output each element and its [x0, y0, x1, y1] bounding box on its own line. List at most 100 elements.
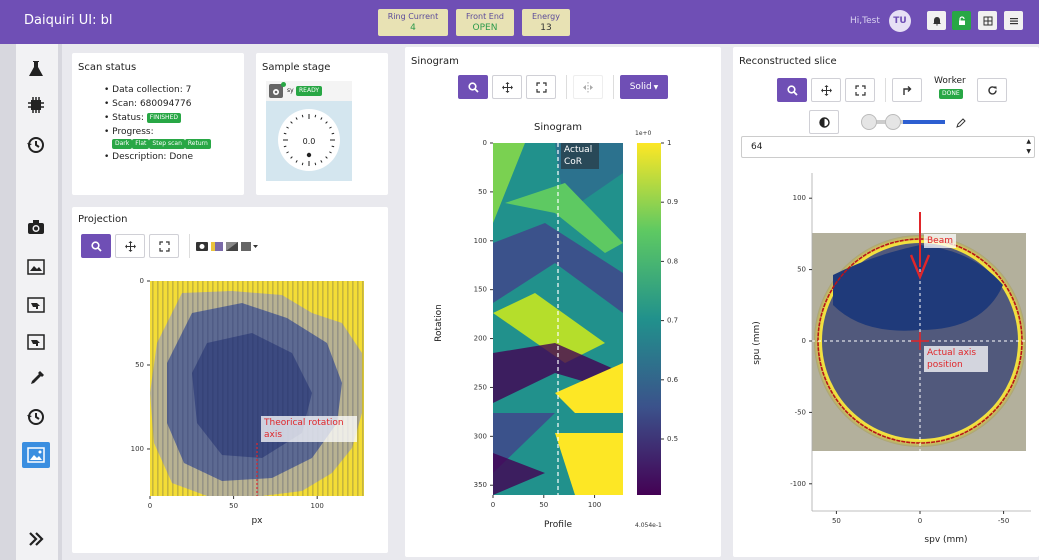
x-tick-label: 0 — [148, 502, 152, 510]
ring-current-value: 4 — [410, 23, 416, 33]
dial-tick — [283, 145, 287, 148]
edit-range-button[interactable] — [955, 114, 967, 133]
slider-range — [903, 120, 945, 124]
reset-zoom-button[interactable] — [149, 234, 179, 258]
sidebar-item-pipette[interactable] — [22, 366, 50, 392]
panel-title: Reconstructed slice — [739, 56, 837, 67]
slider-handle-max[interactable] — [885, 114, 901, 130]
expand-icon — [535, 81, 547, 93]
dial-tick — [290, 121, 293, 124]
avatar[interactable]: TU — [889, 10, 911, 32]
ring-current-indicator: Ring Current 4 — [378, 9, 448, 36]
sidebar-item-tomo-view[interactable] — [22, 292, 50, 318]
dial-tick — [329, 126, 332, 129]
motor-settings-button[interactable] — [269, 84, 283, 98]
chevron-down-icon: ▼ — [653, 83, 659, 91]
refresh-button[interactable] — [977, 78, 1007, 102]
data-collection-text: Data collection: 7 — [112, 85, 192, 95]
slider-handle-min[interactable] — [861, 114, 877, 130]
line-style-dropdown[interactable]: Solid ▼ — [620, 75, 668, 99]
dial-tick — [331, 132, 335, 135]
colormap-dropdown[interactable] — [196, 234, 258, 258]
sidebar-item-history[interactable] — [22, 132, 50, 158]
list-item: • Status: FINISHED — [104, 111, 211, 125]
x-tick-label: 0 — [918, 517, 922, 525]
sidebar-item-sample-view[interactable] — [22, 254, 50, 280]
progress-label: Progress: — [112, 127, 154, 137]
rotation-dial[interactable] — [274, 105, 344, 175]
move-icon — [124, 240, 136, 252]
ring-current-label: Ring Current — [387, 12, 439, 21]
camera-icon — [28, 220, 44, 234]
sidebar-item-experiment[interactable] — [22, 56, 50, 82]
progress-step: Return — [184, 139, 211, 149]
move-icon — [501, 81, 513, 93]
progress-step: Dark — [112, 139, 133, 149]
pan-button[interactable] — [811, 78, 841, 102]
turn-arrow-icon — [902, 85, 911, 95]
split-arrows-icon — [583, 81, 593, 93]
pencil-icon — [956, 118, 966, 128]
dial-tick — [331, 145, 335, 148]
contrast-button[interactable] — [809, 110, 839, 134]
pan-button[interactable] — [115, 234, 145, 258]
sinogram-panel: Sinogram Solid ▼ Sinogram — [405, 47, 721, 557]
dial-tick — [314, 162, 317, 166]
reconstruction-plot[interactable]: 50 0 -50 100 50 0 -50 -100 spv (mm) spu (mm) — [733, 165, 1039, 557]
range-slider[interactable] — [855, 113, 947, 131]
sidebar-item-image-viewer[interactable] — [22, 442, 50, 468]
chip-icon — [28, 97, 44, 113]
sidebar-item-hardware[interactable] — [22, 92, 50, 118]
move-icon — [820, 84, 832, 96]
zoom-button[interactable] — [777, 78, 807, 102]
notifications-button[interactable] — [927, 11, 946, 30]
sinogram-plot[interactable]: Sinogram 0 50 100 0 50 100 150 200 250 300 350 1 0.… — [405, 113, 721, 557]
double-chevron-right-icon — [29, 532, 44, 546]
y-tick-label: 100 — [474, 237, 487, 245]
energy-value: 13 — [540, 23, 552, 33]
x-tick-label: 100 — [588, 501, 601, 509]
lock-button[interactable] — [952, 11, 971, 30]
worker-label: Worker — [934, 76, 966, 86]
y-tick-label: 200 — [474, 335, 487, 343]
rotation-axis-annotation: Theorical rotation axis — [261, 416, 357, 442]
list-item: • Data collection: 7 — [104, 85, 192, 95]
reset-zoom-button[interactable] — [526, 75, 556, 99]
colorbar-tick-label: 0.7 — [667, 317, 678, 325]
spinner-icon[interactable]: ▲ ▼ — [1026, 138, 1031, 155]
lock-icon — [958, 15, 965, 25]
y-tick-label: 50 — [797, 266, 806, 274]
dial-tick — [295, 117, 298, 120]
pan-button[interactable] — [492, 75, 522, 99]
colorbar-exponent: 1e+0 — [635, 130, 652, 137]
axis-position-annotation: Actual axis position — [924, 346, 988, 372]
panel-title: Sample stage — [262, 62, 331, 73]
sidebar-expand-button[interactable] — [22, 526, 50, 552]
zoom-button[interactable] — [81, 234, 111, 258]
layout-button[interactable] — [978, 11, 997, 30]
sidebar-item-history-2[interactable] — [22, 404, 50, 430]
bell-icon — [933, 16, 940, 25]
slice-index-input[interactable]: 64 ▲ ▼ — [741, 136, 1035, 158]
flip-button[interactable] — [892, 78, 922, 102]
dial-tick — [286, 126, 289, 129]
menu-button[interactable] — [1004, 11, 1023, 30]
zoom-button[interactable] — [458, 75, 488, 99]
front-end-value: OPEN — [472, 23, 498, 33]
projection-plot[interactable]: 050100050100pxpx — [112, 273, 388, 553]
sidebar-item-camera[interactable] — [22, 214, 50, 240]
progress-steps: Dark Flat Step scan Return — [104, 139, 211, 150]
cor-tool-button[interactable] — [573, 75, 603, 99]
sidebar-item-tomo-scan[interactable] — [22, 329, 50, 355]
expand-icon — [158, 240, 170, 252]
list-item: • Scan: 680094776 — [104, 99, 192, 109]
dial-tick — [325, 121, 328, 124]
slice-index-value: 64 — [751, 142, 763, 152]
x-tick-label: 50 — [229, 502, 238, 510]
colorbar-tick-label: 1 — [667, 139, 671, 147]
x-tick-label: 100 — [311, 502, 324, 510]
dial-ticks — [283, 114, 335, 166]
reset-zoom-button[interactable] — [845, 78, 875, 102]
history-icon — [27, 137, 44, 153]
y-tick-label: 0 — [140, 277, 144, 285]
